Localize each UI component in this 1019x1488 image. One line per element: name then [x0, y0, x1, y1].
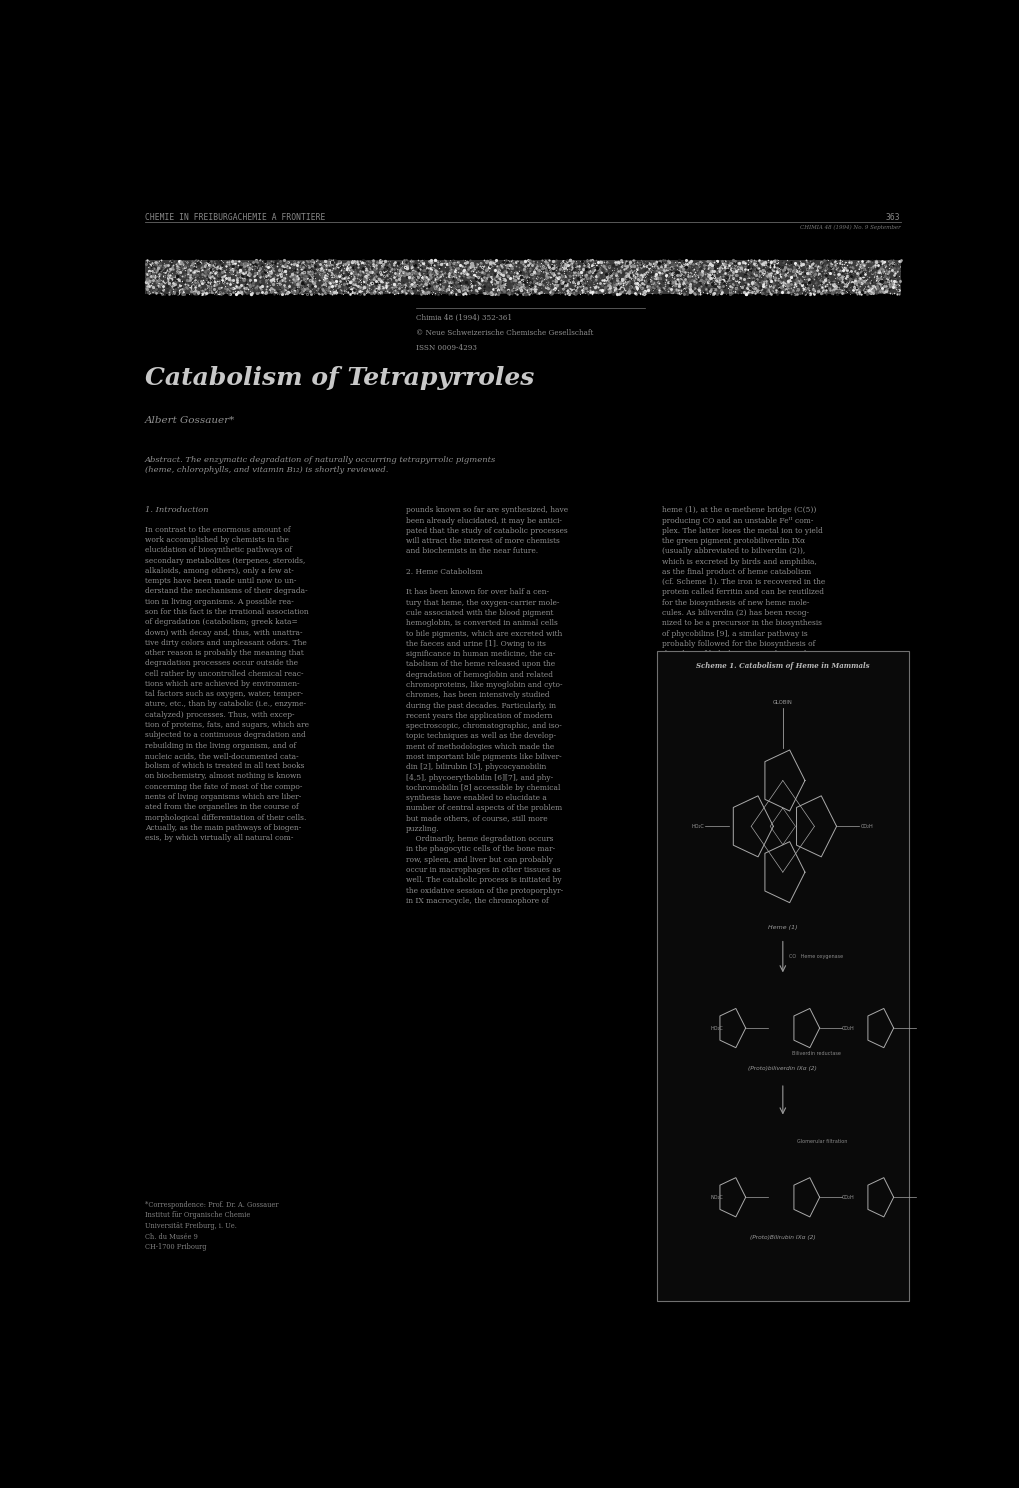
- Text: NO₂C: NO₂C: [710, 1195, 722, 1199]
- Text: © Neue Schweizerische Chemische Gesellschaft: © Neue Schweizerische Chemische Gesellsc…: [416, 329, 593, 336]
- Text: *Correspondence: Prof. Dr. A. Gossauer
Institut für Organische Chemie
Universitä: *Correspondence: Prof. Dr. A. Gossauer I…: [145, 1201, 278, 1251]
- Text: Chimia 48 (1994) 352-361: Chimia 48 (1994) 352-361: [416, 314, 512, 321]
- Text: 1. Introduction: 1. Introduction: [145, 506, 208, 515]
- Text: CO₂H: CO₂H: [859, 824, 872, 829]
- Text: Abstract. The enzymatic degradation of naturally occurring tetrapyrrolic pigment: Abstract. The enzymatic degradation of n…: [145, 455, 495, 475]
- Text: heme (1), at the α-methene bridge (C(5))
producing CO and an unstable Feᴵᴵ com-
: heme (1), at the α-methene bridge (C(5))…: [661, 506, 824, 658]
- Bar: [656, 650, 908, 1302]
- Text: HO₂C: HO₂C: [710, 1025, 722, 1031]
- Text: (Proto)biliverdin IXα (2): (Proto)biliverdin IXα (2): [748, 1065, 816, 1071]
- Text: Albert Gossauer*: Albert Gossauer*: [145, 415, 235, 424]
- Text: pounds known so far are synthesized, have
been already elucidated, it may be ant: pounds known so far are synthesized, hav…: [406, 506, 568, 905]
- Text: CHIMIA 48 (1994) No. 9 September: CHIMIA 48 (1994) No. 9 September: [799, 225, 900, 229]
- Text: CO₂H: CO₂H: [842, 1025, 854, 1031]
- Text: HO₂C: HO₂C: [690, 824, 703, 829]
- Text: CHEMIE IN FREIBURGACHEMIE A FRONTIERE: CHEMIE IN FREIBURGACHEMIE A FRONTIERE: [145, 213, 325, 222]
- Text: (Proto)Bilirubin IXα (2): (Proto)Bilirubin IXα (2): [749, 1235, 815, 1240]
- Text: Catabolism of Tetrapyrroles: Catabolism of Tetrapyrroles: [145, 366, 534, 390]
- Bar: [145, 260, 900, 295]
- Text: GLOBIN: GLOBIN: [772, 699, 792, 705]
- Text: ISSN 0009-4293: ISSN 0009-4293: [416, 344, 477, 351]
- Text: Scheme 1. Catabolism of Heme in Mammals: Scheme 1. Catabolism of Heme in Mammals: [695, 662, 869, 670]
- Text: CO   Heme oxygenase: CO Heme oxygenase: [789, 954, 843, 960]
- Text: In contrast to the enormous amount of
work accomplished by chemists in the
eluci: In contrast to the enormous amount of wo…: [145, 525, 309, 842]
- Text: Biliverdin reductase: Biliverdin reductase: [792, 1051, 841, 1056]
- Text: Glomerular filtration: Glomerular filtration: [796, 1138, 847, 1144]
- Text: Heme (1): Heme (1): [767, 926, 797, 930]
- Text: 363: 363: [886, 213, 900, 222]
- Text: CO₂H: CO₂H: [842, 1195, 854, 1199]
